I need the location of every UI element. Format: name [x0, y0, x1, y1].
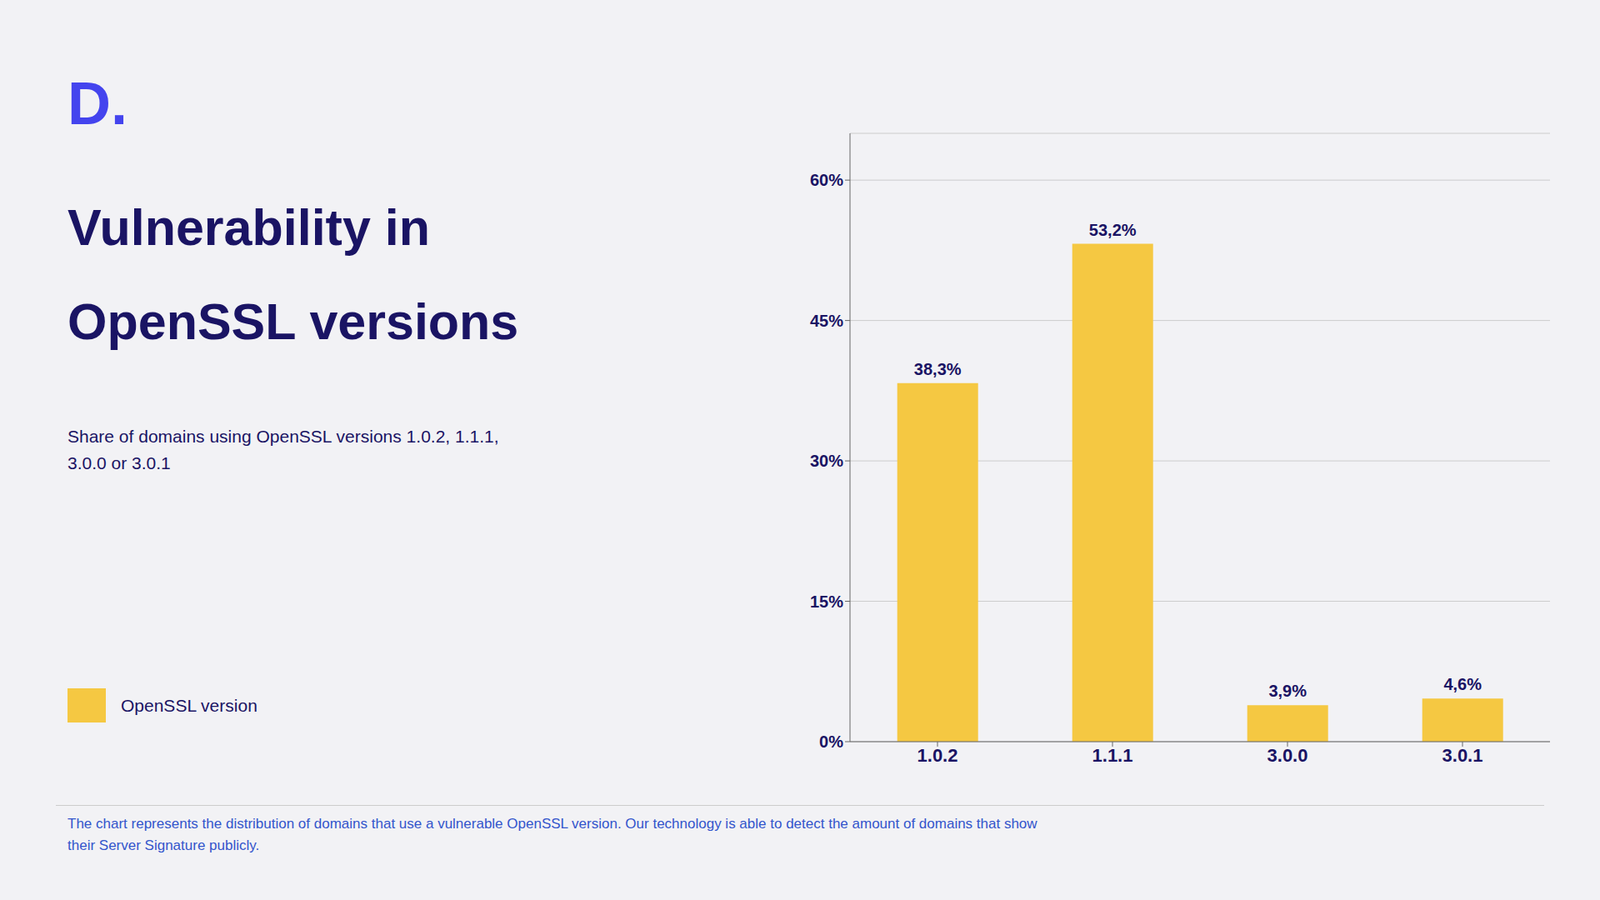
svg-text:30%: 30%: [810, 451, 844, 470]
html-text:Vulnerability in: Vulnerability in: [67, 199, 430, 256]
svg-text:4,6%: 4,6%: [1443, 675, 1482, 694]
svg-text:1.1.1: 1.1.1: [1092, 745, 1134, 766]
svg-text:45%: 45%: [810, 311, 844, 330]
html-text:OpenSSL versions: OpenSSL versions: [67, 293, 519, 350]
svg-text:53,2%: 53,2%: [1089, 220, 1137, 240]
svg-text:0%: 0%: [819, 732, 844, 751]
html-text:D.: D.: [67, 70, 128, 137]
svg-text:15%: 15%: [810, 592, 844, 611]
html-text:The chart represents the distr: The chart represents the distribution of…: [67, 815, 1038, 832]
html-text:OpenSSL version: OpenSSL version: [120, 695, 258, 715]
html-text:their Server Signature publicl: their Server Signature publicly.: [67, 837, 260, 853]
svg-text:38,3%: 38,3%: [914, 360, 962, 379]
html-text:3.0.0 or 3.0.1: 3.0.0 or 3.0.1: [67, 452, 171, 473]
svg-text:3.0.0: 3.0.0: [1267, 745, 1309, 766]
svg-text:1.0.2: 1.0.2: [917, 745, 959, 766]
svg-text:3.0.1: 3.0.1: [1442, 745, 1484, 766]
svg-text:3,9%: 3,9%: [1268, 681, 1307, 700]
svg-text:60%: 60%: [810, 170, 844, 190]
html-text:Share of domains using OpenSSL: Share of domains using OpenSSL versions …: [67, 426, 499, 446]
